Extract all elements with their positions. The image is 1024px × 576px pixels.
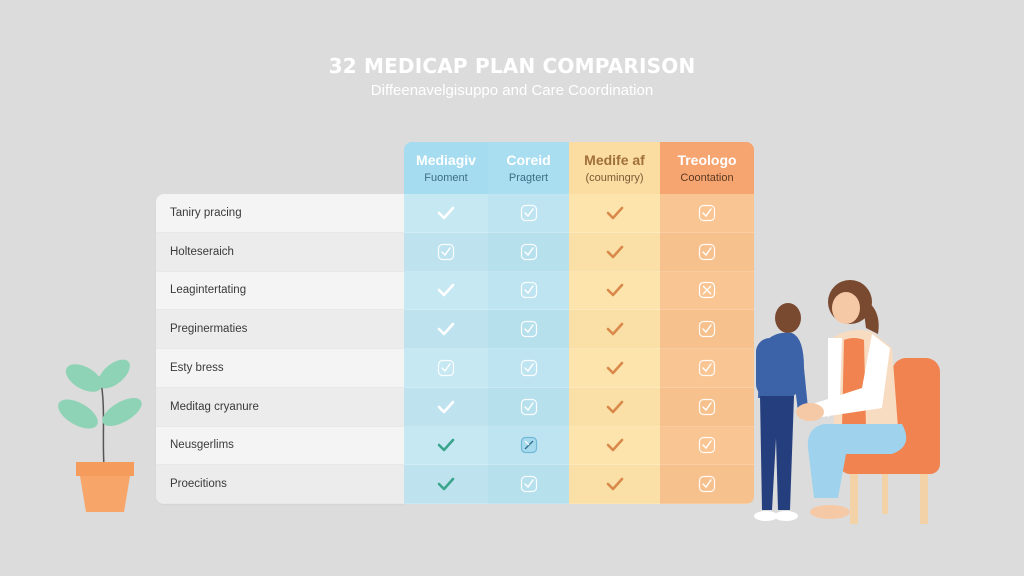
checkbox-checked-icon <box>698 475 716 493</box>
table-cell <box>660 310 754 349</box>
plan-column-3: Medife af (coumingry) <box>569 142 660 504</box>
checkmark-icon <box>606 360 624 376</box>
plan-column-header: Mediagiv Fuoment <box>404 142 488 194</box>
checkmark-icon <box>437 399 455 415</box>
table-cell <box>660 427 754 466</box>
plan-column-header: Medife af (coumingry) <box>569 142 660 194</box>
table-cell <box>404 194 488 233</box>
table-cell <box>404 465 488 504</box>
checkbox-checked-icon <box>437 359 455 377</box>
table-cell <box>660 232 754 272</box>
checkbox-checked-icon <box>520 475 538 493</box>
checkbox-checked-icon <box>698 359 716 377</box>
table-cell <box>660 387 754 427</box>
checkmark-icon <box>606 437 624 453</box>
table-cell <box>404 272 488 311</box>
checkmark-icon <box>606 282 624 298</box>
plant-illustration <box>58 356 148 516</box>
checkbox-cross-icon <box>520 436 538 454</box>
checkbox-checked-icon <box>520 398 538 416</box>
checkmark-icon <box>437 476 455 492</box>
page-subtitle: Diffeenavelgisuppo and Care Coordination <box>370 82 654 99</box>
feature-row-label: Leagintertating <box>156 272 406 311</box>
table-cell <box>488 465 569 504</box>
feature-row-label: Taniry pracing <box>156 194 406 233</box>
table-cell <box>404 232 488 272</box>
table-cell <box>488 310 569 349</box>
table-cell <box>404 427 488 466</box>
checkmark-icon <box>437 321 455 337</box>
feature-label-panel: Taniry pracing Holteseraich Leagintertat… <box>156 194 406 504</box>
plan-name: Coreid <box>506 152 551 168</box>
checkbox-checked-icon <box>698 204 716 222</box>
plan-column-header: Coreid Pragtert <box>488 142 569 194</box>
table-cell <box>488 387 569 427</box>
table-cell <box>660 349 754 388</box>
plan-column-2: Coreid Pragtert <box>488 142 569 504</box>
checkbox-checked-icon <box>520 204 538 222</box>
plan-name: Medife af <box>584 152 645 168</box>
table-cell <box>660 465 754 504</box>
checkmark-icon <box>606 399 624 415</box>
checkmark-icon <box>606 321 624 337</box>
table-cell <box>569 272 660 311</box>
checkmark-icon <box>437 205 455 221</box>
checkmark-icon <box>606 244 624 260</box>
checkmark-icon <box>606 205 624 221</box>
feature-row-label: Holteseraich <box>156 232 406 272</box>
checkmark-icon <box>437 282 455 298</box>
feature-row-label: Preginermaties <box>156 310 406 349</box>
table-cell <box>569 194 660 233</box>
checkbox-checked-icon <box>520 359 538 377</box>
checkbox-cross-icon <box>698 281 716 299</box>
table-cell <box>569 427 660 466</box>
table-cell <box>488 349 569 388</box>
table-cell <box>404 387 488 427</box>
table-cell <box>569 310 660 349</box>
table-cell <box>660 194 754 233</box>
feature-row-label: Neusgerlims <box>156 427 406 466</box>
plan-column-1: Mediagiv Fuoment <box>404 142 488 504</box>
table-cell <box>404 349 488 388</box>
plan-subtitle: (coumingry) <box>585 172 644 184</box>
page-title: 32 MEDICAP PLAN COMPARISON <box>328 54 696 78</box>
plan-subtitle: Pragtert <box>508 172 549 184</box>
checkbox-checked-icon <box>698 436 716 454</box>
plan-name: Treologo <box>677 152 737 168</box>
checkbox-checked-icon <box>520 281 538 299</box>
table-cell <box>569 232 660 272</box>
plan-name: Mediagiv <box>416 152 476 168</box>
plan-column-4: Treologo Coontation <box>660 142 754 504</box>
checkbox-checked-icon <box>520 243 538 261</box>
checkmark-icon <box>606 476 624 492</box>
plan-subtitle: Coontation <box>680 172 734 184</box>
table-cell <box>404 310 488 349</box>
plan-subtitle: Fuoment <box>424 172 468 184</box>
feature-row-label: Proecitions <box>156 465 406 504</box>
caregiver-illustration <box>742 278 952 528</box>
feature-row-label: Esty bress <box>156 349 406 388</box>
checkbox-checked-icon <box>698 320 716 338</box>
table-cell <box>488 232 569 272</box>
checkbox-checked-icon <box>520 320 538 338</box>
table-cell <box>660 272 754 311</box>
table-cell <box>569 465 660 504</box>
checkbox-checked-icon <box>437 243 455 261</box>
checkbox-checked-icon <box>698 398 716 416</box>
table-cell <box>488 427 569 466</box>
table-cell <box>569 349 660 388</box>
table-cell <box>488 194 569 233</box>
plan-column-header: Treologo Coontation <box>660 142 754 194</box>
checkbox-checked-icon <box>698 243 716 261</box>
checkmark-icon <box>437 437 455 453</box>
table-cell <box>569 387 660 427</box>
feature-row-label: Meditag cryanure <box>156 387 406 427</box>
table-cell <box>488 272 569 311</box>
